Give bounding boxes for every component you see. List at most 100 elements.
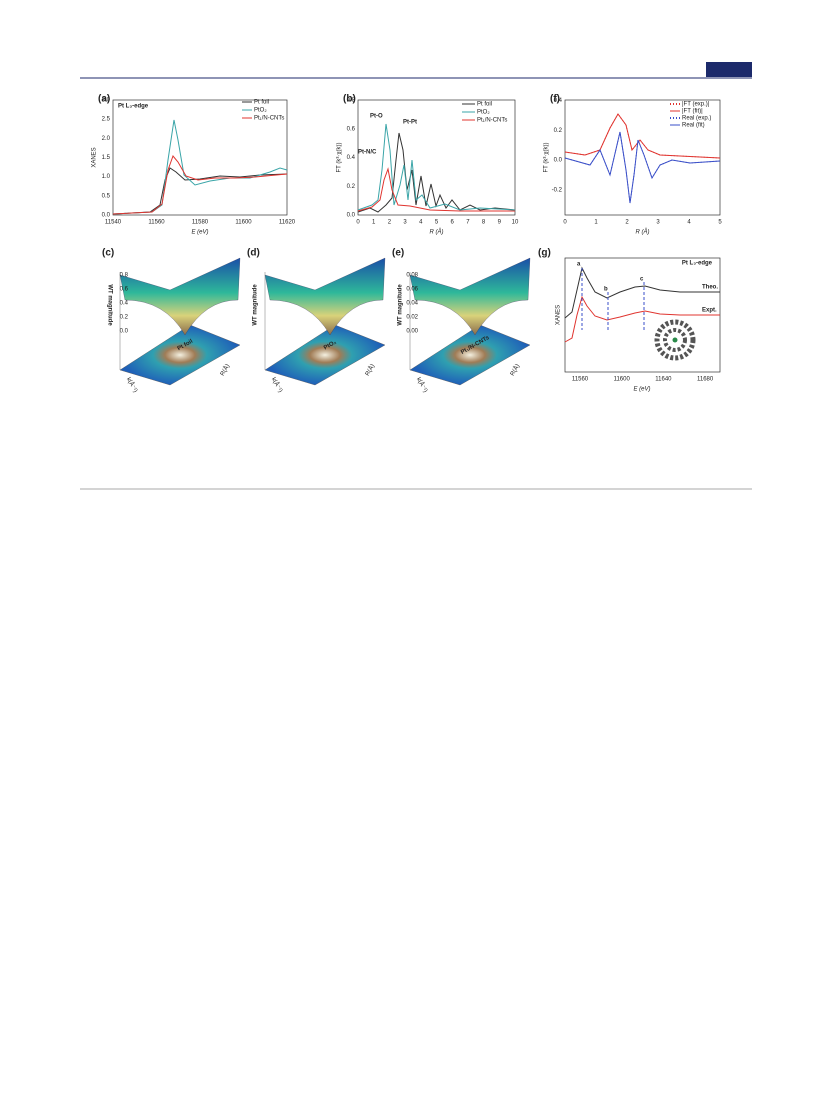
molecule-icon xyxy=(654,319,696,361)
x-tick-label: 3 xyxy=(656,220,660,226)
y-tick-label: 3.0 xyxy=(102,98,111,104)
x-tick-label: 10 xyxy=(512,220,519,226)
annotation: a xyxy=(577,262,581,268)
legend-label: |FT (fit)| xyxy=(682,109,703,115)
z-tick-label: 0.08 xyxy=(406,273,418,279)
x-tick-label: 5 xyxy=(435,220,439,226)
x-tick-label: 11540 xyxy=(105,220,122,226)
x-tick-label: 11580 xyxy=(192,220,209,226)
legend-label: Real (fit) xyxy=(682,123,705,129)
y-tick-label: -0.2 xyxy=(552,188,563,194)
x-tick-label: 11640 xyxy=(655,377,672,383)
curve xyxy=(564,295,720,343)
y-tick-label: 0.4 xyxy=(554,98,563,104)
annotation: Pt-N/C xyxy=(358,150,377,156)
curve xyxy=(357,132,516,213)
plot-frame xyxy=(112,99,288,216)
annotation: Pt-O xyxy=(370,114,383,120)
curve xyxy=(357,167,515,212)
x-axis-label: R (Å) xyxy=(430,229,444,236)
x-axis-label: E (eV) xyxy=(191,230,208,236)
x-tick-label: 6 xyxy=(451,220,455,226)
surface xyxy=(409,257,531,336)
x-axis-label: R (Å) xyxy=(636,229,650,236)
curve xyxy=(564,266,720,319)
panel-label: (e) xyxy=(392,248,404,259)
z-axis-label: WT magnitude xyxy=(106,284,112,326)
y-tick-label: 0.4 xyxy=(347,155,356,161)
y-tick-label: 0.6 xyxy=(347,126,356,132)
surface xyxy=(264,257,386,336)
header-badge xyxy=(706,62,752,77)
annotation: Pt-Pt xyxy=(403,120,417,126)
surface xyxy=(119,257,241,336)
z-tick-label: 0.04 xyxy=(406,301,418,307)
y-tick-label: 0.0 xyxy=(347,213,356,219)
x-tick-label: 0 xyxy=(356,220,360,226)
curve-label: Theo. xyxy=(702,285,718,291)
x-tick-label: 3 xyxy=(403,220,407,226)
floor xyxy=(409,324,531,386)
floor xyxy=(264,324,386,386)
legend-label: PtO₂ xyxy=(477,110,490,116)
panel-f xyxy=(564,99,721,216)
legend-label: Pt foil xyxy=(477,102,492,108)
z-tick-label: 0.00 xyxy=(406,329,418,335)
y-tick-label: 0.8 xyxy=(347,98,356,104)
z-axis-label: WT magnitude xyxy=(398,284,404,326)
x-tick-label: 11600 xyxy=(235,220,252,226)
x-tick-label: 4 xyxy=(419,220,423,226)
legend-label: Pt₁/N-CNTs xyxy=(477,118,507,124)
x-tick-label: 0 xyxy=(563,220,567,226)
panel-label: (c) xyxy=(102,248,114,259)
annotation: c xyxy=(640,277,644,283)
panel-label: (a) xyxy=(98,94,110,105)
y-tick-label: 2.5 xyxy=(102,117,111,123)
z-tick-label: 0.8 xyxy=(120,273,129,279)
z-tick-label: 0.6 xyxy=(120,287,129,293)
x-tick-label: 5 xyxy=(718,220,722,226)
y-tick-label: 0.0 xyxy=(102,213,111,219)
y-axis-label: XANES xyxy=(92,147,98,167)
panel-label: (b) xyxy=(343,94,356,105)
x-tick-label: 2 xyxy=(625,220,629,226)
x-tick-label: 2 xyxy=(388,220,392,226)
x-tick-label: 11620 xyxy=(279,220,296,226)
floor xyxy=(119,324,241,386)
panel-a xyxy=(112,99,288,216)
y-tick-label: 1.5 xyxy=(102,155,111,161)
panel-title: Pt L₃-edge xyxy=(118,104,149,110)
x-tick-label: 11560 xyxy=(148,220,165,226)
x-tick-label: 11680 xyxy=(697,377,714,383)
y-axis-label: XANES xyxy=(556,305,562,325)
x-tick-label: 1 xyxy=(594,220,598,226)
legend-label: Pt₁/N-CNTs xyxy=(254,116,284,122)
plot-frame xyxy=(357,99,516,216)
z-tick-label: 0.06 xyxy=(406,287,418,293)
z-tick-label: 0.2 xyxy=(120,315,129,321)
curve xyxy=(112,155,288,215)
y-axis-label: FT (k³·χ(k)) xyxy=(337,142,343,172)
z-tick-label: 0.4 xyxy=(120,301,129,307)
legend-label: Pt foil xyxy=(254,100,269,106)
panel-b xyxy=(357,99,516,216)
y-tick-label: 2.0 xyxy=(102,136,111,142)
x-tick-label: 11600 xyxy=(614,377,631,383)
curve xyxy=(112,167,288,215)
x-axis-label: E (eV) xyxy=(633,387,650,393)
z-tick-label: 0.0 xyxy=(120,329,129,335)
y-tick-label: 1.0 xyxy=(102,174,111,180)
z-tick-label: 0.02 xyxy=(406,315,418,321)
panel-g xyxy=(564,257,721,373)
y-axis-label: FT (k³·χ(k)) xyxy=(544,142,550,172)
panel-label: (d) xyxy=(247,248,260,259)
curve-label: Expt. xyxy=(702,308,717,314)
curve xyxy=(357,123,516,211)
y-tick-label: 0.2 xyxy=(347,184,356,190)
panel-label: (g) xyxy=(538,248,551,259)
x-tick-label: 4 xyxy=(687,220,691,226)
y-tick-label: 0.0 xyxy=(554,158,563,164)
x-tick-label: 11560 xyxy=(572,377,589,383)
wavelet-plots xyxy=(119,257,531,386)
